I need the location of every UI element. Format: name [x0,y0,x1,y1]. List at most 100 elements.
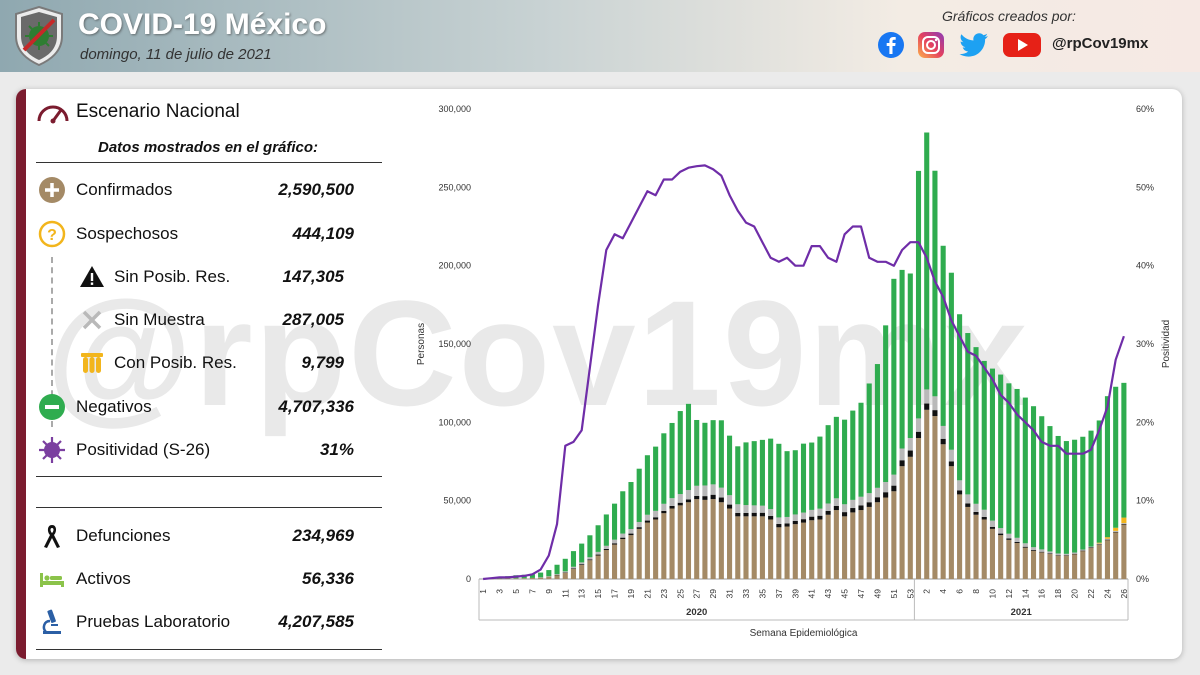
bar-segment [833,510,839,579]
bar-segment [1096,542,1102,544]
bar-segment [759,439,765,506]
bar-segment [809,520,815,579]
bar-segment [669,505,675,509]
bar-segment [899,448,905,461]
bar-segment [989,368,995,521]
bar-segment [1121,524,1127,525]
bar-segment [570,568,577,569]
bar-segment [768,519,774,579]
bar-segment [1063,553,1069,556]
bar-segment [1030,550,1037,579]
x-tick-label: 35 [757,589,767,599]
bar-segment [924,409,930,579]
bar-segment [587,560,593,579]
bar-segment [1104,537,1111,539]
bar-segment [776,517,782,525]
positivity-line [482,164,1125,581]
divider [36,476,382,477]
bar-segment [1080,436,1086,550]
bar-segment [825,510,831,515]
x-tick-label: 8 [971,589,981,594]
bar-segment [644,520,650,523]
x-tick-label: 19 [626,589,636,599]
x-tick-label: 27 [692,589,702,599]
bar-segment [1022,543,1028,547]
bar-segment [981,519,987,579]
stat-label: Sospechosos [76,224,179,243]
bar-segment [1055,553,1061,556]
x-tick-label: 29 [708,589,718,599]
bar-segment [554,575,560,579]
bar-segment [521,578,527,579]
bar-segment [1047,551,1053,554]
bar-segment [874,364,880,488]
bar-segment [1113,386,1119,528]
bar-segment [809,509,815,517]
x-tick-label: 26 [1119,589,1129,599]
y-tick-label: 150,000 [438,339,471,349]
bar-segment [727,504,733,509]
bar-segment [677,494,683,503]
bar-segment [743,516,749,579]
bar-segment [768,516,774,520]
stat-label: Pruebas Laboratorio [76,612,231,631]
instagram-icon[interactable] [917,31,945,59]
app-title: COVID-19 México [78,8,327,41]
bar-segment [965,333,971,495]
y-tick-label: 300,000 [438,104,471,114]
bar-segment [1006,383,1012,534]
bar-segment [661,510,667,514]
divider [36,162,382,163]
bar-segment [1030,550,1037,551]
bar-segment [858,505,864,511]
bar-segment [948,461,954,467]
bar-segment [587,557,593,560]
chart-positivity-line [482,164,1125,581]
bar-segment [842,504,848,513]
chart-bars [488,132,1127,580]
test-tubes-icon [81,353,103,373]
x-tick-label: 11 [560,589,570,598]
bar-segment [1104,539,1111,579]
x-tick-label: 13 [577,589,587,599]
bar-segment [1096,544,1102,579]
bar-segment [710,494,716,500]
bar-segment [899,466,905,579]
bar-segment [957,480,963,491]
bar-segment [784,526,790,579]
bar-segment [538,577,544,579]
card-accent-stripe [16,89,26,659]
bar-segment [989,520,995,527]
facebook-icon[interactable] [877,31,905,59]
x-tick-label: 25 [675,589,685,599]
stat-label: Con Posib. Res. [114,353,237,372]
bar-segment [776,443,782,518]
bar-segment [554,574,560,575]
bar-segment [718,487,724,498]
shield-logo-icon [15,6,63,66]
y2-tick-label: 0% [1136,574,1149,584]
bar-segment [562,571,568,573]
y-tick-label: 100,000 [438,417,471,427]
social-handle[interactable]: @rpCov19mx [1052,35,1149,52]
x-tick-label: 22 [1086,589,1096,599]
bar-segment [850,512,856,579]
x-tick-label: 49 [872,589,882,599]
divider [36,649,382,650]
youtube-icon[interactable] [1002,31,1042,59]
bar-segment [570,568,577,579]
bar-segment [1072,553,1078,579]
bar-segment [751,441,757,506]
stat-value: 287,005 [282,310,344,329]
bar-segment [842,512,848,517]
bar-segment [924,403,930,410]
ribbon-icon [44,525,60,548]
stat-value: 4,207,585 [278,612,354,631]
x-tick-label: 23 [659,589,669,599]
bar-segment [1104,538,1111,540]
twitter-icon[interactable] [958,31,990,59]
bar-segment [612,503,618,540]
bar-segment [1088,547,1094,579]
bar-segment [1080,550,1086,579]
bar-segment [915,431,922,438]
